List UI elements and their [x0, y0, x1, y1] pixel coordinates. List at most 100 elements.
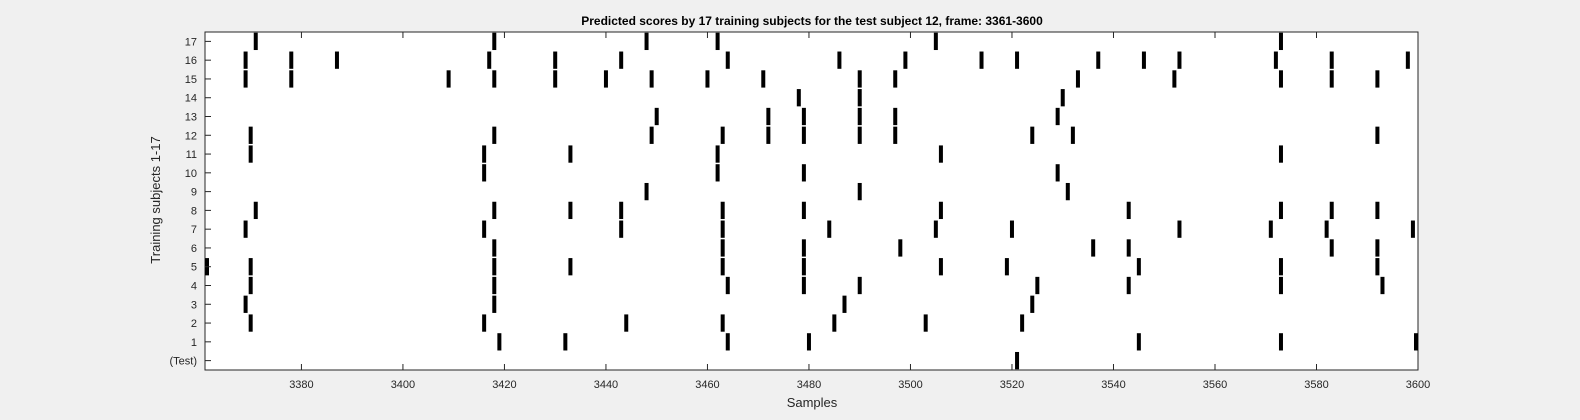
- raster-mark: [801, 258, 806, 276]
- raster-mark: [1380, 276, 1385, 295]
- y-tick-label: 11: [186, 149, 197, 161]
- raster-mark: [1141, 51, 1146, 69]
- raster-mark: [492, 276, 497, 295]
- raster-mark: [1055, 107, 1060, 126]
- raster-mark: [720, 220, 725, 238]
- raster-mark: [725, 333, 730, 351]
- y-tick-label: 14: [185, 93, 197, 105]
- raster-mark: [857, 107, 862, 126]
- raster-mark: [832, 314, 837, 332]
- raster-mark: [806, 333, 811, 351]
- raster-mark: [243, 295, 248, 313]
- raster-mark: [1375, 70, 1380, 88]
- raster-mark: [553, 70, 558, 88]
- raster-mark: [492, 32, 497, 51]
- raster-mark: [1136, 258, 1141, 276]
- x-tick-label: 3520: [1000, 379, 1024, 391]
- raster-mark: [1075, 70, 1080, 88]
- raster-mark: [1035, 276, 1040, 295]
- raster-mark: [1375, 126, 1380, 144]
- y-axis-label: Training subjects 1-17: [148, 136, 163, 263]
- raster-mark: [720, 258, 725, 276]
- x-axis-label: Samples: [787, 395, 838, 410]
- raster-mark: [725, 276, 730, 295]
- raster-mark: [289, 51, 294, 69]
- raster-mark: [1375, 201, 1380, 220]
- raster-mark: [492, 201, 497, 220]
- raster-mark: [720, 201, 725, 220]
- raster-mark: [938, 145, 943, 163]
- raster-mark: [1278, 201, 1283, 220]
- raster-mark: [1324, 220, 1329, 238]
- raster-mark: [248, 126, 253, 144]
- raster-mark: [1329, 70, 1334, 88]
- raster-mark: [243, 51, 248, 69]
- raster-mark: [903, 51, 908, 69]
- raster-mark: [563, 333, 568, 351]
- raster-mark: [857, 89, 862, 107]
- raster-mark: [827, 220, 832, 238]
- y-tick-label: 5: [191, 262, 197, 274]
- raster-mark: [492, 70, 497, 88]
- raster-mark: [482, 145, 487, 163]
- raster-mark: [289, 70, 294, 88]
- raster-mark: [720, 126, 725, 144]
- raster-mark: [619, 51, 624, 69]
- raster-mark: [1126, 276, 1131, 295]
- raster-mark: [1126, 201, 1131, 220]
- raster-mark: [1009, 220, 1014, 238]
- x-tick-label: 3600: [1406, 379, 1430, 391]
- raster-mark: [568, 145, 573, 163]
- raster-mark: [248, 276, 253, 295]
- y-tick-label: 2: [191, 318, 197, 330]
- raster-mark: [842, 295, 847, 313]
- y-tick-label: 4: [191, 281, 197, 293]
- x-tick-label: 3440: [594, 379, 618, 391]
- y-tick-label: 9: [191, 187, 197, 199]
- chart-title: Predicted scores by 17 training subjects…: [581, 14, 1043, 28]
- raster-mark: [649, 126, 654, 144]
- raster-mark: [1278, 258, 1283, 276]
- raster-mark: [253, 32, 258, 51]
- y-tick-label: 10: [185, 168, 197, 180]
- raster-mark: [893, 70, 898, 88]
- raster-mark: [1278, 333, 1283, 351]
- raster-mark: [619, 220, 624, 238]
- raster-mark: [1278, 276, 1283, 295]
- raster-mark: [715, 32, 720, 51]
- y-tick-label: 1: [191, 337, 197, 349]
- raster-mark: [487, 51, 492, 69]
- raster-mark: [624, 314, 629, 332]
- raster-mark: [796, 89, 801, 107]
- raster-mark: [933, 220, 938, 238]
- raster-mark: [898, 239, 903, 257]
- raster-mark: [644, 32, 649, 51]
- raster-mark: [553, 51, 558, 69]
- raster-mark: [1172, 70, 1177, 88]
- raster-mark: [766, 126, 771, 144]
- raster-mark: [1268, 220, 1273, 238]
- raster-mark: [1278, 70, 1283, 88]
- y-tick-label: 13: [185, 112, 197, 124]
- y-tick-label: 16: [185, 55, 197, 67]
- raster-mark: [492, 239, 497, 257]
- raster-mark: [243, 220, 248, 238]
- raster-mark: [720, 314, 725, 332]
- y-tick-label: 15: [185, 74, 197, 86]
- raster-mark: [801, 164, 806, 182]
- x-tick-label: 3540: [1101, 379, 1125, 391]
- raster-mark: [1030, 126, 1035, 144]
- raster-mark: [933, 32, 938, 51]
- raster-mark: [1091, 239, 1096, 257]
- raster-mark: [715, 145, 720, 163]
- raster-mark: [603, 70, 608, 88]
- raster-mark: [1329, 51, 1334, 69]
- raster-mark: [857, 126, 862, 144]
- raster-mark: [1015, 351, 1020, 370]
- x-tick-label: 3420: [492, 379, 516, 391]
- y-tick-label: 6: [191, 243, 197, 255]
- raster-mark: [1405, 51, 1410, 69]
- x-tick-label: 3480: [797, 379, 821, 391]
